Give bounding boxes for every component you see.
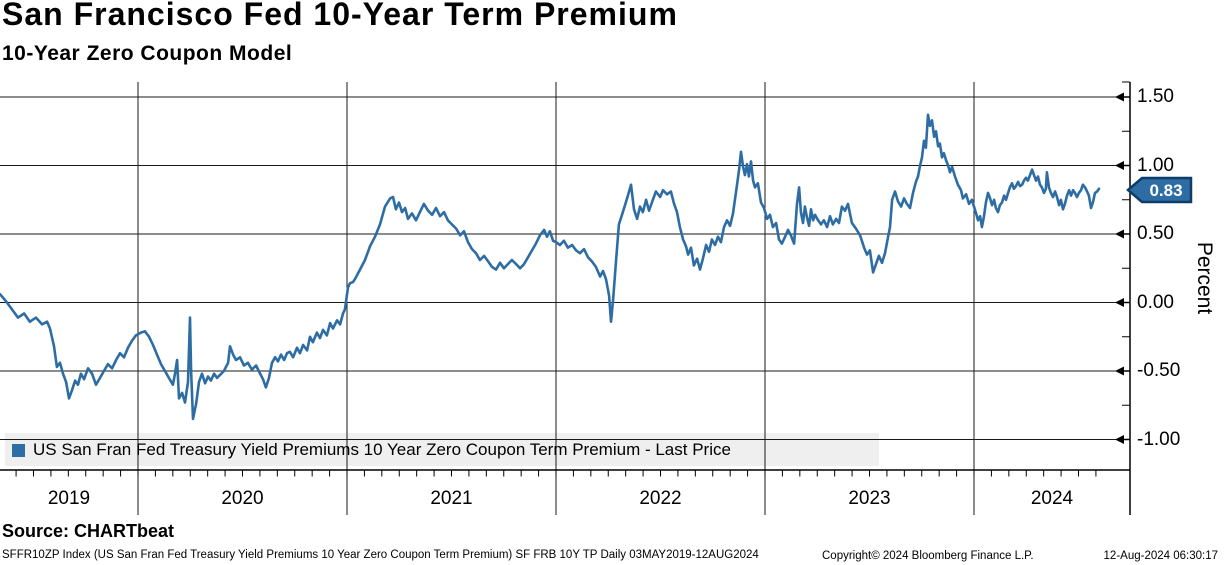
x-axis-year-label: 2021	[430, 488, 473, 509]
legend: US San Fran Fed Treasury Yield Premiums …	[12, 439, 731, 461]
series-line	[0, 113, 1101, 421]
last-price-badge-shape	[1126, 176, 1193, 204]
x-axis-year-label: 2019	[47, 488, 91, 509]
y-axis-label: 0.50	[1137, 223, 1174, 244]
legend-label: US San Fran Fed Treasury Yield Premiums …	[33, 440, 731, 459]
chart-subtitle: 10-Year Zero Coupon Model	[2, 42, 293, 65]
last-price-badge: 0.83	[1126, 176, 1193, 204]
timestamp: 12-Aug-2024 06:30:17	[1103, 550, 1218, 562]
x-axis-year-label: 2022	[639, 488, 682, 509]
legend-marker-icon	[12, 443, 25, 457]
y-axis-label: 0.00	[1137, 291, 1174, 313]
index-description: SFFR10ZP Index (US San Fran Fed Treasury…	[2, 549, 759, 561]
source-text: Source: CHARTbeat	[2, 521, 175, 541]
last-price-badge-value: 0.83	[1149, 181, 1182, 200]
y-axis-label: 1.50	[1137, 86, 1174, 107]
x-axis-year-label: 2023	[848, 488, 891, 509]
y-axis-label: -0.50	[1137, 360, 1181, 381]
x-axis-year-label: 2024	[1030, 488, 1074, 509]
legend-background	[5, 433, 879, 466]
chart-title: San Francisco Fed 10-Year Term Premium	[2, 0, 678, 32]
copyright-text: Copyright© 2024 Bloomberg Finance L.P.	[822, 550, 1034, 562]
y-axis-label: -1.00	[1137, 428, 1181, 450]
x-axis-year-label: 2020	[221, 488, 264, 509]
y-axis-label: 1.00	[1137, 154, 1174, 176]
y-axis-title: Percent	[1193, 241, 1216, 315]
